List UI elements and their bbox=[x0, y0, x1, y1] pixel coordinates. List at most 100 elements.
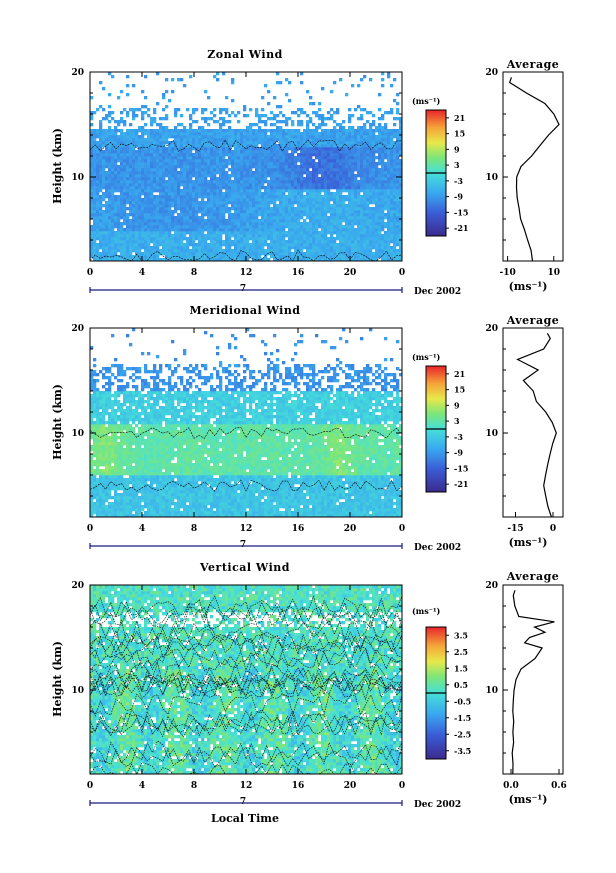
heatmap-cell bbox=[114, 216, 118, 220]
heatmap-cell bbox=[273, 132, 277, 136]
heatmap-cell bbox=[114, 198, 118, 202]
heatmap-cell bbox=[384, 225, 388, 229]
heatmap-cell bbox=[96, 204, 100, 208]
heatmap-cell bbox=[372, 210, 376, 214]
heatmap-cell bbox=[372, 231, 376, 235]
heatmap-cell bbox=[360, 138, 364, 142]
heatmap-cell bbox=[339, 168, 343, 172]
heatmap-cell bbox=[114, 156, 118, 160]
heatmap-cell bbox=[396, 258, 400, 262]
heatmap-cell bbox=[351, 252, 355, 256]
heatmap-cell bbox=[195, 216, 199, 220]
heatmap-cell bbox=[192, 240, 196, 244]
heatmap-cell bbox=[300, 147, 304, 151]
heatmap-cell bbox=[303, 156, 307, 160]
heatmap-cell bbox=[228, 168, 232, 172]
heatmap-cell bbox=[297, 231, 301, 235]
heatmap-cell bbox=[120, 514, 124, 518]
heatmap-cell bbox=[324, 177, 328, 181]
heatmap-cell bbox=[171, 210, 175, 214]
heatmap-cell bbox=[318, 225, 322, 229]
heatmap-cell bbox=[192, 228, 196, 232]
heatmap-cell bbox=[309, 156, 313, 160]
heatmap-cell bbox=[348, 243, 352, 247]
heatmap-cell bbox=[357, 84, 361, 88]
heatmap-cell bbox=[249, 255, 253, 259]
heatmap-cell bbox=[279, 141, 283, 145]
heatmap-cell bbox=[201, 234, 205, 238]
heatmap-cell bbox=[378, 219, 382, 223]
heatmap-cell bbox=[195, 183, 199, 187]
heatmap-cell bbox=[150, 162, 154, 166]
heatmap-cell bbox=[324, 159, 328, 163]
heatmap-cell bbox=[369, 258, 373, 262]
heatmap-cell bbox=[180, 168, 184, 172]
heatmap-cell bbox=[108, 156, 112, 160]
heatmap-cell bbox=[102, 204, 106, 208]
heatmap-cell bbox=[279, 162, 283, 166]
heatmap-cell bbox=[204, 144, 208, 148]
heatmap-cell bbox=[375, 186, 379, 190]
heatmap-cell bbox=[219, 135, 223, 139]
heatmap-cell bbox=[267, 174, 271, 178]
heatmap-cell bbox=[357, 150, 361, 154]
heatmap-cell bbox=[222, 153, 226, 157]
heatmap-cell bbox=[138, 246, 142, 250]
heatmap-cell bbox=[243, 216, 247, 220]
heatmap-cell bbox=[339, 147, 343, 151]
profile-y-tick-label: 10 bbox=[485, 173, 498, 183]
heatmap-cell bbox=[297, 240, 301, 244]
heatmap-cell bbox=[324, 150, 328, 154]
heatmap-cell bbox=[297, 135, 301, 139]
heatmap-cell bbox=[318, 141, 322, 145]
heatmap-cell bbox=[156, 240, 160, 244]
heatmap-cell bbox=[264, 201, 268, 205]
heatmap-cell bbox=[372, 228, 376, 232]
heatmap-cell bbox=[132, 159, 136, 163]
heatmap-cell bbox=[312, 210, 316, 214]
heatmap-cell bbox=[210, 222, 214, 226]
heatmap-cell bbox=[201, 174, 205, 178]
heatmap-cell bbox=[303, 237, 307, 241]
heatmap-cell bbox=[165, 141, 169, 145]
heatmap-cell bbox=[138, 514, 142, 518]
heatmap-cell bbox=[189, 225, 193, 229]
y-tick-label: 20 bbox=[71, 68, 84, 78]
heatmap-cell bbox=[360, 153, 364, 157]
heatmap-cell bbox=[288, 225, 292, 229]
heatmap-cell bbox=[210, 135, 214, 139]
heatmap-cell bbox=[309, 514, 313, 518]
heatmap-cell bbox=[126, 216, 130, 220]
heatmap-cell bbox=[180, 171, 184, 175]
heatmap-cell bbox=[261, 114, 265, 118]
heatmap-cell bbox=[354, 192, 358, 196]
heatmap-cell bbox=[168, 258, 172, 262]
heatmap-cell bbox=[192, 222, 196, 226]
heatmap-cell bbox=[273, 141, 277, 145]
heatmap-cell bbox=[99, 177, 103, 181]
heatmap-cell bbox=[180, 135, 184, 139]
heatmap-cell bbox=[168, 150, 172, 154]
heatmap-cell bbox=[165, 150, 169, 154]
heatmap-cell bbox=[126, 234, 130, 238]
heatmap-cell bbox=[111, 141, 115, 145]
heatmap-cell bbox=[285, 195, 289, 199]
heatmap-cell bbox=[273, 186, 277, 190]
heatmap-cell bbox=[246, 147, 250, 151]
heatmap-cell bbox=[225, 159, 229, 163]
heatmap-cell bbox=[168, 228, 172, 232]
heatmap-cell bbox=[225, 153, 229, 157]
heatmap-cell bbox=[186, 201, 190, 205]
heatmap-cell bbox=[399, 129, 403, 133]
heatmap-cell bbox=[204, 141, 208, 145]
heatmap-cell bbox=[117, 147, 121, 151]
heatmap-cell bbox=[219, 117, 223, 121]
heatmap-cell bbox=[90, 168, 94, 172]
heatmap-cell bbox=[237, 234, 241, 238]
heatmap-cell bbox=[231, 99, 235, 103]
heatmap-cell bbox=[207, 234, 211, 238]
heatmap-cell bbox=[333, 165, 337, 169]
heatmap-cell bbox=[369, 144, 373, 148]
heatmap-cell bbox=[318, 165, 322, 169]
contour-line bbox=[89, 139, 403, 152]
